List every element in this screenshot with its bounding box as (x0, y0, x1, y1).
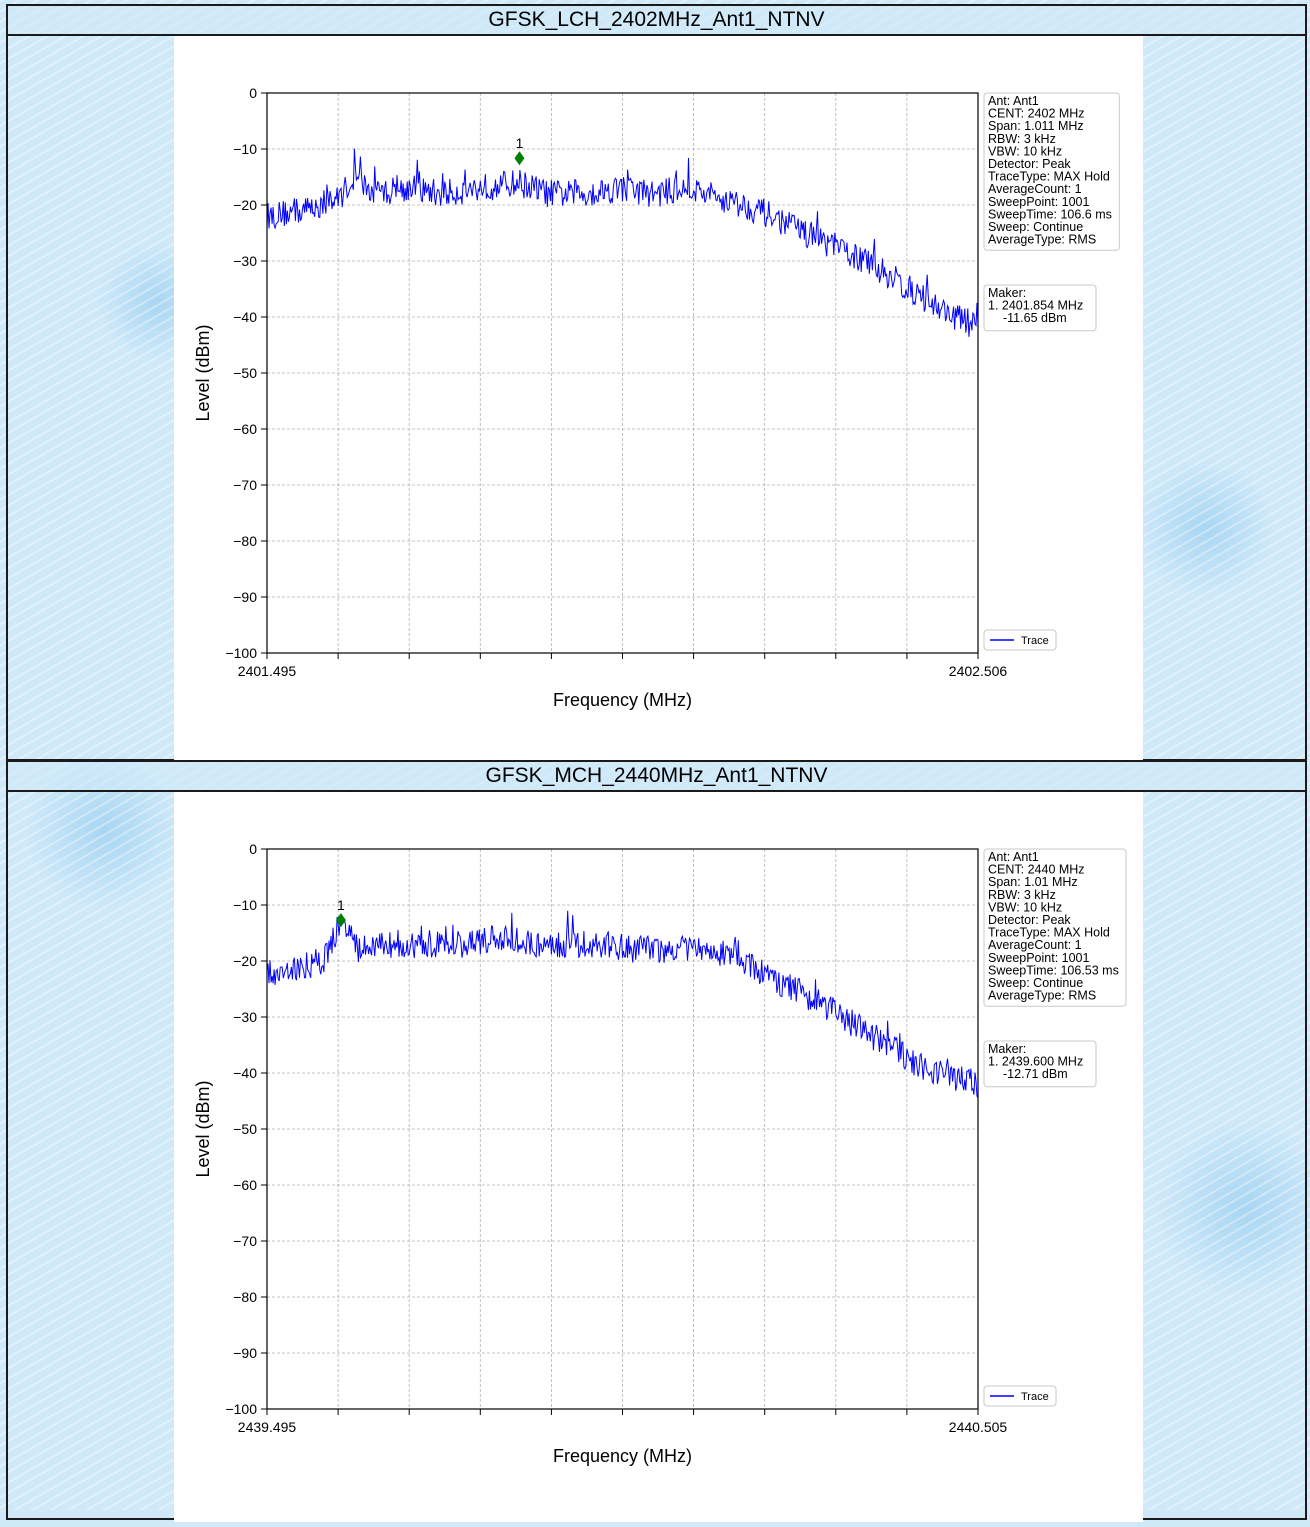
legend-box (983, 629, 1057, 651)
info-line: AverageCount: 1 (988, 938, 1082, 952)
plot-area: 0 −10 −20 −30 −40 −50 −60 −70 −80 −90 −100 2401.495… (174, 36, 1143, 761)
info-line: SweepTime: 106.53 ms (988, 963, 1119, 977)
y-tick-label: −60 (233, 1177, 257, 1193)
info-line: Ant: Ant1 (988, 94, 1039, 108)
legend-label: Trace (1021, 1391, 1049, 1403)
marker-label: 1 (516, 135, 524, 151)
marker-info-line: 1. 2439.600 MHz (988, 1055, 1083, 1069)
y-tick-label: −100 (225, 1401, 257, 1417)
info-line: Span: 1.01 MHz (988, 875, 1078, 889)
marker-info-box (983, 284, 1097, 332)
y-axis-label: Level (dBm) (193, 324, 213, 421)
y-tick-label: −90 (233, 589, 257, 605)
info-line: CENT: 2402 MHz (988, 107, 1085, 121)
panel-title: GFSK_MCH_2440MHz_Ant1_NTNV (8, 762, 1305, 792)
spectrum-panel-lch: GFSK_LCH_2402MHz_Ant1_NTNV 0 −10 −20 −30 −40… (6, 4, 1307, 761)
panel-title: GFSK_LCH_2402MHz_Ant1_NTNV (8, 6, 1305, 36)
spectrum-chart: 0 −10 −20 −30 −40 −50 −60 −70 −80 −90 −100 2439.495… (193, 841, 1127, 1466)
y-tick-label: −80 (233, 1289, 257, 1305)
legend-label: Trace (1021, 635, 1049, 647)
info-line: SweepTime: 106.6 ms (988, 207, 1112, 221)
info-line: Ant: Ant1 (988, 850, 1039, 864)
x-tick-label: 2439.495 (238, 1419, 297, 1435)
info-line: SweepPoint: 1001 (988, 951, 1090, 965)
y-tick-label: −10 (233, 897, 257, 913)
y-tick-label: 0 (249, 841, 257, 857)
spectrum-chart: 0 −10 −20 −30 −40 −50 −60 −70 −80 −90 −100 2401.495… (193, 85, 1120, 710)
marker-info-line: Maker: (988, 286, 1026, 300)
marker-diamond (514, 151, 525, 166)
marker-info-line: -12.71 dBm (1003, 1067, 1068, 1081)
y-tick-label: −50 (233, 365, 257, 381)
info-line: AverageType: RMS (988, 989, 1096, 1003)
info-line: Sweep: Continue (988, 976, 1083, 990)
info-box (983, 848, 1127, 1007)
info-box (983, 92, 1120, 251)
x-axis-label: Frequency (MHz) (553, 690, 692, 710)
info-line: AverageCount: 1 (988, 182, 1082, 196)
info-line: TraceType: MAX Hold (988, 926, 1110, 940)
x-axis-label: Frequency (MHz) (553, 1446, 692, 1466)
legend-box (983, 1385, 1057, 1407)
marker-label: 1 (337, 897, 345, 913)
info-line: VBW: 10 kHz (988, 900, 1062, 914)
info-line: Detector: Peak (988, 157, 1071, 171)
marker-info-line: 1. 2401.854 MHz (988, 299, 1083, 313)
info-line: RBW: 3 kHz (988, 888, 1056, 902)
marker-info-box (983, 1040, 1097, 1088)
plot-frame (266, 848, 979, 1410)
marker-info-line: Maker: (988, 1042, 1026, 1056)
y-tick-label: 0 (249, 85, 257, 101)
y-tick-label: −80 (233, 533, 257, 549)
y-tick-label: −20 (233, 197, 257, 213)
trace-line (266, 148, 979, 337)
y-tick-label: −70 (233, 477, 257, 493)
y-tick-label: −70 (233, 1233, 257, 1249)
y-tick-label: −90 (233, 1345, 257, 1361)
spectrum-panel-mch: GFSK_MCH_2440MHz_Ant1_NTNV 0 −10 −20 −30 −40… (6, 760, 1307, 1522)
y-tick-label: −20 (233, 953, 257, 969)
y-tick-label: −30 (233, 253, 257, 269)
info-line: AverageType: RMS (988, 233, 1096, 247)
marker-info-line: -11.65 dBm (1003, 311, 1067, 325)
x-tick-label: 2440.505 (949, 1419, 1008, 1435)
info-line: VBW: 10 kHz (988, 144, 1062, 158)
info-line: Sweep: Continue (988, 220, 1083, 234)
plot-frame (266, 92, 979, 654)
y-tick-label: −40 (233, 1065, 257, 1081)
x-tick-label: 2401.495 (238, 663, 297, 679)
info-line: SweepPoint: 1001 (988, 195, 1090, 209)
y-tick-label: −40 (233, 309, 257, 325)
y-axis-label: Level (dBm) (193, 1080, 213, 1177)
y-tick-label: −100 (225, 645, 257, 661)
y-tick-label: −50 (233, 1121, 257, 1137)
info-line: TraceType: MAX Hold (988, 170, 1110, 184)
y-tick-label: −30 (233, 1009, 257, 1025)
info-line: CENT: 2440 MHz (988, 863, 1085, 877)
plot-area: 0 −10 −20 −30 −40 −50 −60 −70 −80 −90 −100 2439.495… (174, 792, 1143, 1522)
y-tick-label: −60 (233, 421, 257, 437)
y-tick-label: −10 (233, 141, 257, 157)
info-line: RBW: 3 kHz (988, 132, 1056, 146)
trace-line (266, 910, 979, 1099)
marker-diamond (335, 913, 346, 928)
info-line: Span: 1.011 MHz (988, 119, 1084, 133)
info-line: Detector: Peak (988, 913, 1071, 927)
x-tick-label: 2402.506 (949, 663, 1008, 679)
